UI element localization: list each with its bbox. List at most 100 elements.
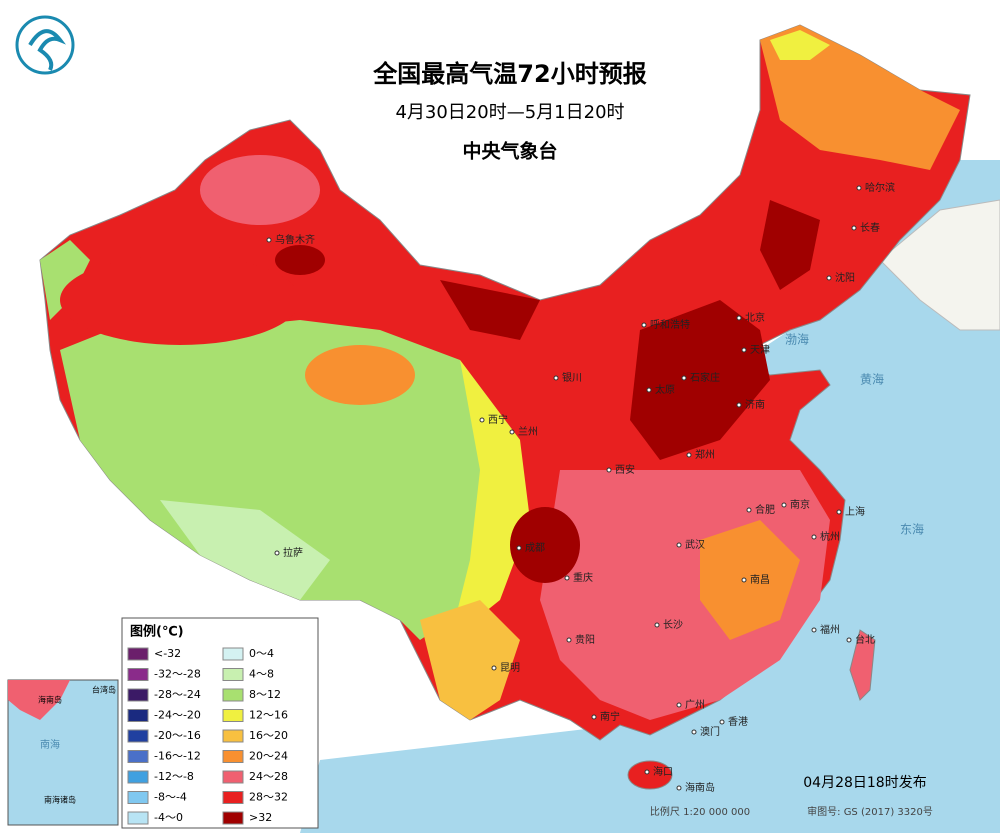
city-dot [811, 627, 817, 633]
period: 4月30日20时—5月1日20时 [395, 102, 624, 123]
legend-swatch [222, 770, 244, 784]
city-dot [691, 729, 697, 735]
inset-label: 南海诸岛 [44, 795, 76, 805]
city-label: 济南 [745, 398, 765, 411]
region [760, 25, 960, 170]
legend-swatch [222, 811, 244, 825]
city-labels: 乌鲁木齐拉萨西宁兰州银川呼和浩特北京天津石家庄太原济南郑州西安成都重庆贵阳昆明南… [266, 181, 895, 794]
legend-items: <-32 -32～-28 -28～-24 -24～-20 -20～-16 -16～-12 -… [127, 647, 288, 825]
city-label: 海南岛 [685, 781, 715, 794]
sea-label: 黄海 [860, 372, 884, 387]
city-label: 合肥 [755, 503, 775, 516]
legend-label: 4～8 [249, 668, 274, 681]
city-dot [741, 347, 747, 353]
city-label: 广州 [685, 699, 705, 711]
legend-label: 16～20 [249, 729, 288, 742]
city-label: 成都 [525, 542, 545, 554]
legend-swatch [222, 729, 244, 743]
city-dot [591, 714, 597, 720]
hainan [627, 760, 673, 790]
sea-label: 东海 [900, 522, 924, 537]
inset-label: 南海 [40, 738, 60, 751]
city-label: 重庆 [573, 571, 593, 584]
legend-title: 图例(℃) [130, 624, 184, 640]
legend-swatch [222, 709, 244, 722]
city-label: 石家庄 [690, 371, 720, 384]
region [450, 360, 530, 640]
inset-label: 台湾岛 [92, 685, 116, 695]
legend-label: 0～4 [249, 647, 274, 660]
legend-label: 24～28 [249, 770, 288, 783]
title: 全国最高气温72小时预报 [372, 60, 646, 88]
city-dot [781, 502, 787, 508]
legend-swatch [127, 791, 149, 804]
legend-label: -20～-16 [154, 729, 201, 742]
city-label: 台北 [855, 633, 875, 646]
city-label: 北京 [745, 311, 765, 324]
legend-label: -8～-4 [154, 791, 187, 804]
city-label: 拉萨 [283, 546, 303, 559]
region [40, 240, 90, 320]
region [160, 500, 330, 600]
region [770, 30, 830, 60]
city-label: 哈尔滨 [865, 181, 895, 194]
legend-swatch [222, 647, 244, 661]
city-dot [681, 375, 687, 381]
region [760, 200, 820, 290]
legend-swatch [222, 668, 244, 681]
region [700, 520, 800, 640]
city-label: 兰州 [518, 425, 538, 438]
city-dot [676, 702, 682, 708]
city-label: 香港 [728, 716, 748, 728]
city-label: 贵阳 [575, 633, 595, 646]
legend-label: -4～0 [154, 811, 183, 824]
city-dot [646, 387, 652, 393]
region [510, 507, 580, 583]
city-label: 澳门 [700, 725, 720, 738]
region [630, 300, 770, 460]
city-label: 乌鲁木齐 [275, 233, 315, 246]
city-dot [641, 322, 647, 328]
city-label: 郑州 [695, 448, 715, 461]
city-label: 南昌 [750, 573, 770, 586]
city-label: 银川 [562, 371, 582, 384]
city-dot [516, 545, 522, 551]
agency: 中央气象台 [462, 140, 557, 163]
region [60, 255, 300, 345]
legend-label: 28～32 [249, 791, 288, 804]
city-dot [566, 637, 572, 643]
city-dot [553, 375, 559, 381]
legend [121, 617, 319, 829]
city-label: 南宁 [600, 710, 620, 723]
neighbor-land [879, 199, 1000, 331]
city-label: 昆明 [500, 662, 520, 674]
city-label: 长沙 [663, 619, 683, 631]
legend-label: -16～-12 [154, 750, 201, 763]
city-dot [741, 577, 747, 583]
city-dot [686, 452, 692, 458]
legend-swatch [127, 811, 149, 825]
region [305, 345, 415, 405]
legend-swatch [127, 729, 149, 743]
city-dot [509, 429, 515, 435]
approval: 审图号: GS (2017) 3320号 [807, 805, 933, 818]
legend-swatch [127, 647, 149, 661]
legend-label: -32～-28 [154, 668, 201, 681]
legend-swatch [222, 750, 244, 763]
city-dot [606, 467, 612, 473]
inset-land [8, 680, 70, 720]
legend-swatch [127, 770, 149, 784]
city-label: 福州 [820, 623, 840, 636]
city-dot [676, 785, 682, 791]
city-dot [654, 622, 660, 628]
city-dot [846, 637, 852, 643]
region [420, 600, 520, 720]
city-label: 长春 [860, 222, 880, 234]
legend-label: -12～-8 [154, 770, 194, 783]
sea-label: 渤海 [785, 332, 809, 347]
legend-swatch [127, 688, 149, 702]
city-label: 南京 [790, 498, 810, 511]
issued: 04月28日18时发布 [803, 775, 926, 791]
city-label: 太原 [655, 383, 675, 396]
city-label: 西宁 [488, 413, 508, 426]
